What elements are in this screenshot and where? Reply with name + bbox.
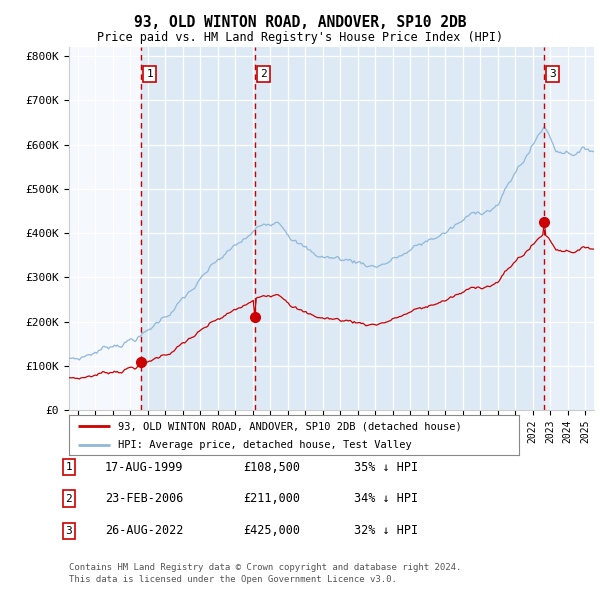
Text: 3: 3: [65, 526, 73, 536]
Text: 2: 2: [260, 69, 267, 78]
Text: 26-AUG-2022: 26-AUG-2022: [105, 525, 184, 537]
Bar: [544, 47, 594, 410]
Text: £425,000: £425,000: [243, 525, 300, 537]
Text: 3: 3: [550, 69, 556, 78]
Text: 93, OLD WINTON ROAD, ANDOVER, SP10 2DB: 93, OLD WINTON ROAD, ANDOVER, SP10 2DB: [134, 15, 466, 30]
Text: Price paid vs. HM Land Registry's House Price Index (HPI): Price paid vs. HM Land Registry's House …: [97, 31, 503, 44]
Text: This data is licensed under the Open Government Licence v3.0.: This data is licensed under the Open Gov…: [69, 575, 397, 584]
Text: 17-AUG-1999: 17-AUG-1999: [105, 461, 184, 474]
Text: 1: 1: [65, 463, 73, 472]
Text: 32% ↓ HPI: 32% ↓ HPI: [354, 525, 418, 537]
Text: 23-FEB-2006: 23-FEB-2006: [105, 492, 184, 505]
Text: 1: 1: [146, 69, 153, 78]
Text: Contains HM Land Registry data © Crown copyright and database right 2024.: Contains HM Land Registry data © Crown c…: [69, 563, 461, 572]
Text: £211,000: £211,000: [243, 492, 300, 505]
Bar: [141, 47, 255, 410]
Text: 93, OLD WINTON ROAD, ANDOVER, SP10 2DB (detached house): 93, OLD WINTON ROAD, ANDOVER, SP10 2DB (…: [119, 421, 462, 431]
Text: 2: 2: [65, 494, 73, 503]
Text: £108,500: £108,500: [243, 461, 300, 474]
Text: 35% ↓ HPI: 35% ↓ HPI: [354, 461, 418, 474]
Text: HPI: Average price, detached house, Test Valley: HPI: Average price, detached house, Test…: [119, 440, 412, 450]
Text: 34% ↓ HPI: 34% ↓ HPI: [354, 492, 418, 505]
Bar: [255, 47, 544, 410]
